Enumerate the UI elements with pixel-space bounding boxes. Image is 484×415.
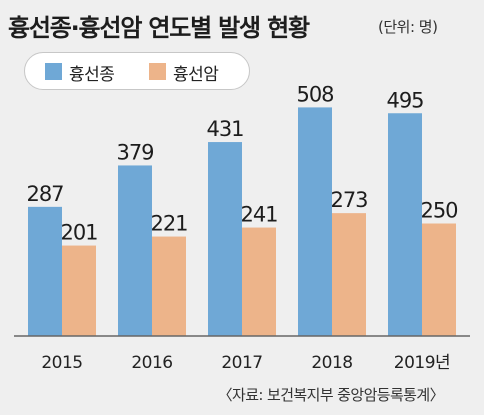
data-label-series-1-2016: 379 — [116, 140, 153, 164]
bar-series-1-2019년 — [388, 113, 422, 336]
data-label-series-2-2019년: 250 — [420, 199, 457, 223]
x-tick-label-2017: 2017 — [221, 353, 262, 373]
bar-series-1-2015 — [28, 206, 62, 336]
x-tick-label-2015: 2015 — [41, 353, 82, 373]
data-label-series-1-2019년: 495 — [386, 88, 423, 112]
data-label-series-2-2018: 273 — [330, 188, 367, 212]
bar-series-1-2018 — [298, 107, 332, 337]
bar-series-1-2016 — [118, 165, 152, 336]
legend: 흉선종 흉선암 — [24, 52, 250, 90]
data-label-series-1-2017: 431 — [206, 117, 243, 141]
legend-swatch-series-1 — [45, 63, 62, 80]
x-tick-label-2019년: 2019년 — [394, 353, 450, 373]
bar-series-2-2019년 — [422, 223, 456, 336]
chart-title: 흉선종·흉선암 연도별 발생 현황 — [8, 14, 310, 42]
data-label-series-2-2017: 241 — [240, 203, 277, 227]
bar-series-2-2017 — [242, 227, 276, 336]
data-label-series-1-2018: 508 — [296, 82, 333, 106]
bar-series-2-2015 — [62, 245, 96, 336]
source-note: 〈자료: 보건복지부 중앙암등록통계〉 — [217, 386, 445, 404]
data-label-series-2-2016: 221 — [150, 212, 187, 236]
x-tick-label-2016: 2016 — [131, 353, 172, 373]
legend-label-series-1: 흉선종 — [69, 65, 115, 85]
unit-label: (단위: 명) — [378, 18, 438, 36]
bar-series-2-2018 — [332, 213, 366, 336]
legend-swatch-series-2 — [149, 63, 166, 80]
bar-series-1-2017 — [208, 142, 242, 336]
x-tick-label-2018: 2018 — [311, 353, 352, 373]
data-label-series-1-2015: 287 — [26, 182, 63, 206]
legend-label-series-2: 흉선암 — [173, 65, 219, 85]
data-label-series-2-2015: 201 — [60, 221, 97, 245]
title-row: 흉선종·흉선암 연도별 발생 현황 (단위: 명) — [8, 4, 478, 44]
bar-series-2-2016 — [152, 236, 186, 336]
